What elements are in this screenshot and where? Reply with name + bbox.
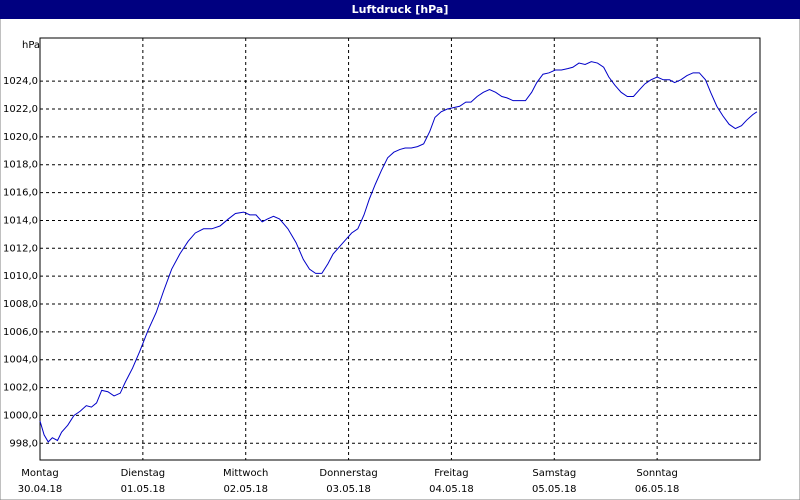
x-tick-date: 05.05.18 [532,484,577,495]
y-tick-label: 1004,0 [3,355,38,366]
y-tick-label: 1008,0 [3,299,38,310]
x-tick-label: Freitag [434,468,468,479]
x-tick-label: Sonntag [636,468,678,479]
x-tick-date: 04.05.18 [429,484,474,495]
y-tick-label: 1012,0 [3,243,38,254]
y-tick-label: 1018,0 [3,160,38,171]
x-tick-date: 30.04.18 [18,484,63,495]
y-tick-label: 1002,0 [3,383,38,394]
x-tick-date: 01.05.18 [121,484,166,495]
y-tick-label: 1000,0 [3,410,38,421]
x-tick-label: Donnerstag [319,468,377,479]
title-bar [0,0,800,19]
x-tick-date: 03.05.18 [326,484,371,495]
pressure-line [39,61,758,443]
y-tick-label: 1016,0 [3,188,38,199]
y-tick-label: 1020,0 [3,132,38,143]
y-tick-label: 1022,0 [3,104,38,115]
y-tick-label: 1010,0 [3,271,38,282]
x-tick-date: 02.05.18 [223,484,268,495]
x-tick-date: 06.05.18 [635,484,680,495]
y-tick-label: 998,0 [9,438,38,449]
y-tick-label: 1014,0 [3,215,38,226]
chart-title: Luftdruck [hPa] [352,3,449,16]
x-tick-label: Samstag [532,468,576,479]
x-tick-label: Mittwoch [223,468,268,479]
y-tick-label: 1024,0 [3,76,38,87]
x-tick-label: Montag [21,468,58,479]
y-tick-label: 1006,0 [3,327,38,338]
y-unit: hPa [22,40,40,51]
x-tick-label: Dienstag [121,468,166,479]
